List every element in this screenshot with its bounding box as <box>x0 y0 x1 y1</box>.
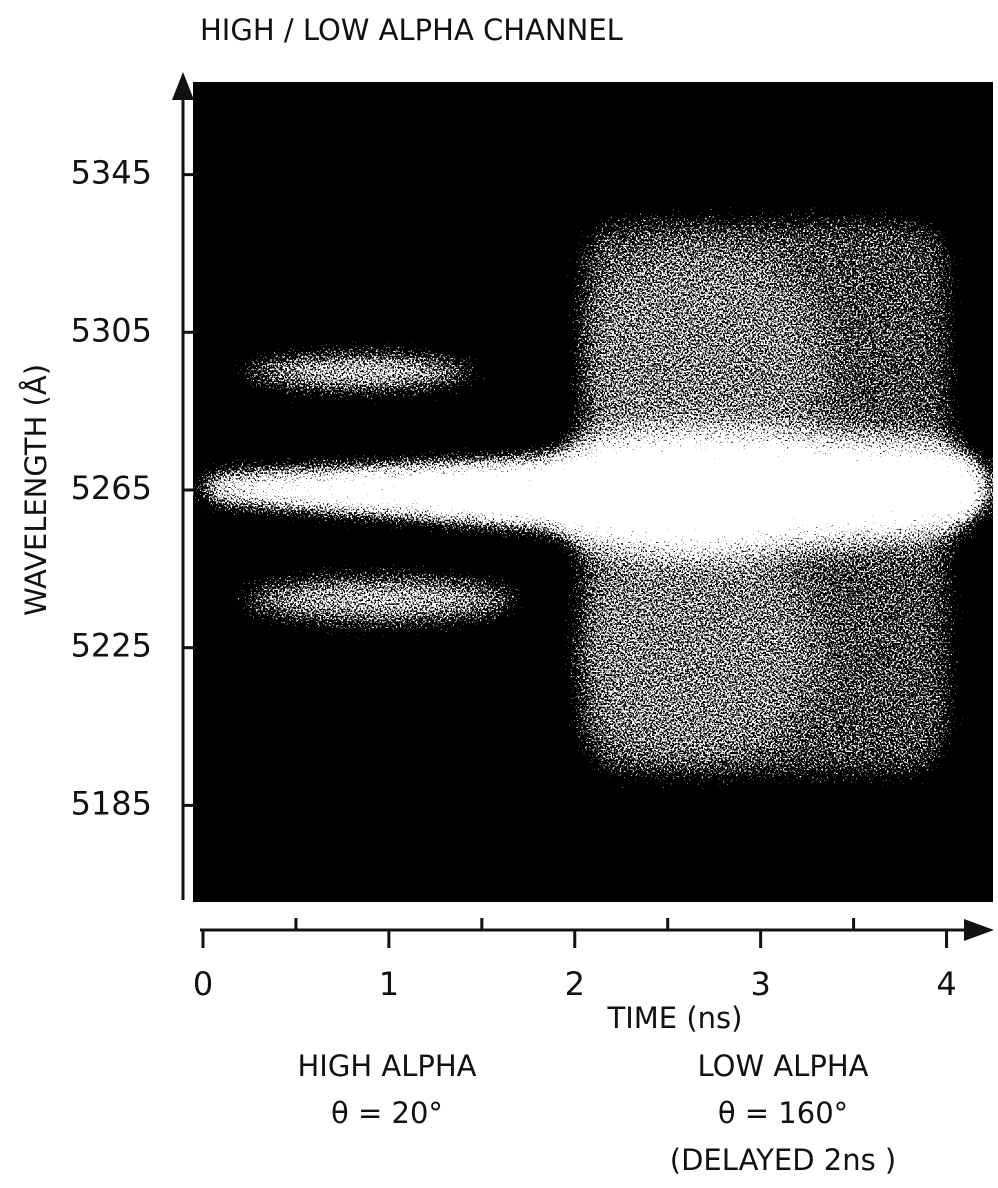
y-tick-label: 5305 <box>71 311 152 349</box>
x-axis-label: TIME (ns) <box>607 1001 743 1035</box>
y-axis-label: WAVELENGTH (Å) <box>19 364 53 616</box>
x-tick-label: 1 <box>379 965 399 1003</box>
x-tick-label: 2 <box>565 965 585 1003</box>
y-tick-label: 5185 <box>71 784 152 822</box>
streak-image <box>193 82 993 902</box>
chart-title: HIGH / LOW ALPHA CHANNEL <box>200 13 623 47</box>
annotation: LOW ALPHA <box>698 1049 869 1083</box>
y-axis <box>172 72 194 900</box>
x-tick-label: 0 <box>193 965 213 1003</box>
y-tick-label: 5225 <box>71 627 152 665</box>
x-axis <box>200 919 994 941</box>
x-tick-label: 4 <box>936 965 956 1003</box>
y-tick-label: 5345 <box>71 154 152 192</box>
annotation: (DELAYED 2ns ) <box>670 1143 896 1177</box>
annotation: HIGH ALPHA <box>298 1049 477 1083</box>
annotation: θ = 20° <box>331 1096 443 1130</box>
annotation: θ = 160° <box>718 1096 848 1130</box>
y-tick-label: 5265 <box>71 469 152 507</box>
x-tick-label: 3 <box>750 965 770 1003</box>
